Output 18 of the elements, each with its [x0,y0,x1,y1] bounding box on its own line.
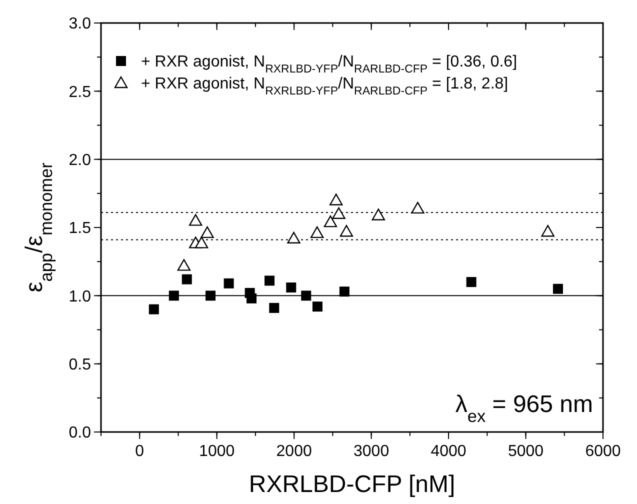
y-tick-label: 2.0 [68,152,92,169]
y-tick-label: 0.5 [68,356,92,374]
y-tick-label: 3.0 [68,16,92,33]
x-tick-label: 0 [135,443,144,460]
legend-label: + RXR agonist, N$_{RXRLBD-YFP}$/N$_{RARLBD-CFP}$ = [0.36, 0.6] [141,54,518,76]
x-tick-label: 4000 [430,443,466,460]
legend-label: + RXR agonist, N$_{RXRLBD-YFP}$/N$_{RARLBD-CFP}$ = [1.8, 2.8] [141,76,508,98]
x-tick-label: 6000 [585,443,621,460]
x-tick-label: 5000 [508,443,544,460]
x-tick-label: 3000 [354,443,390,460]
y-tick-label: 1.0 [68,288,92,306]
x-tick-label: 2000 [276,443,312,460]
x-axis-title: RXRLBD-CFP [nM] [248,471,456,498]
annotation: λ$_{ex}$ = 965 nm [455,391,593,426]
y-tick-label: 2.5 [68,84,92,101]
y-tick-label: 1.5 [68,220,92,238]
x-tick-label: 1000 [199,443,235,460]
y-tick-label: 0.0 [68,424,92,442]
